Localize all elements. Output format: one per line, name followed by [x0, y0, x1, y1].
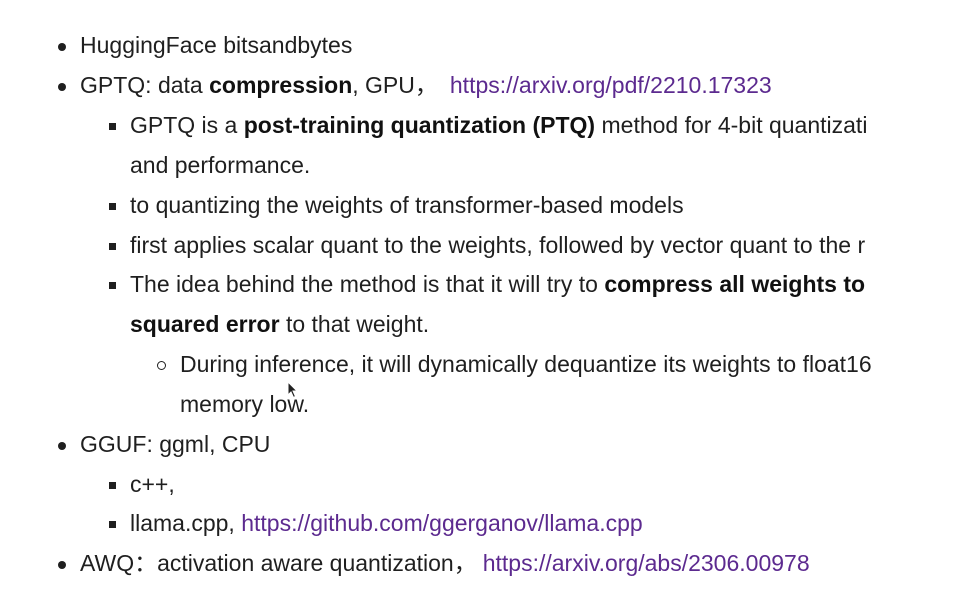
gptq-bold: compression: [209, 72, 353, 98]
list-item-continuation: and performance.: [130, 152, 311, 178]
gptq-sub4-suffix2: to that weight.: [279, 311, 430, 337]
gptq-sub4-bold: compress all weights to: [604, 271, 866, 297]
list-item-continuation: squared error to that weight.: [130, 304, 429, 344]
gptq-sub4-bold2: squared error: [130, 311, 280, 337]
llama-prefix: llama.cpp,: [130, 510, 242, 536]
gptq-sub4-prefix: The idea behind the method is that it wi…: [130, 271, 605, 297]
bullet-disc-icon: [52, 25, 72, 65]
bullet-square-icon: [102, 185, 122, 225]
gptq-paper-link[interactable]: https://arxiv.org/pdf/2210.17323: [449, 72, 772, 98]
gptq-sub1-bold: post-training quantization (PTQ): [243, 112, 596, 138]
bullet-square-icon: [102, 264, 122, 304]
gptq-prefix: GPTQ: data: [80, 72, 210, 98]
bullet-disc-icon: [52, 65, 72, 105]
list-item-text: to quantizing the weights of transformer…: [130, 192, 684, 218]
llama-cpp-link[interactable]: https://github.com/ggerganov/llama.cpp: [241, 510, 643, 536]
bullet-square-icon: [102, 105, 122, 145]
mouse-pointer-icon: [287, 381, 299, 399]
awq-prefix: AWQ：activation aware quantization，: [80, 550, 477, 576]
bullet-disc-icon: [52, 543, 72, 583]
bullet-square-icon: [102, 503, 122, 543]
bullet-square-icon: [102, 225, 122, 265]
bullet-disc-icon: [52, 424, 72, 464]
list-item-text: c++,: [130, 471, 175, 497]
awq-paper-link[interactable]: https://arxiv.org/abs/2306.00978: [482, 550, 810, 576]
list-item-text: HuggingFace bitsandbytes: [80, 32, 353, 58]
gptq-sub1-suffix: method for 4-bit quantizati: [595, 112, 868, 138]
gptq-sub1-prefix: GPTQ is a: [130, 112, 244, 138]
list-item-text: first applies scalar quant to the weight…: [130, 232, 866, 258]
bullet-circle-icon: [151, 344, 171, 384]
gptq-suffix: , GPU，: [352, 72, 438, 98]
list-item-text: GGUF: ggml, CPU: [80, 431, 271, 457]
list-item-text: During inference, it will dynamically de…: [180, 351, 872, 377]
bullet-square-icon: [102, 464, 122, 504]
